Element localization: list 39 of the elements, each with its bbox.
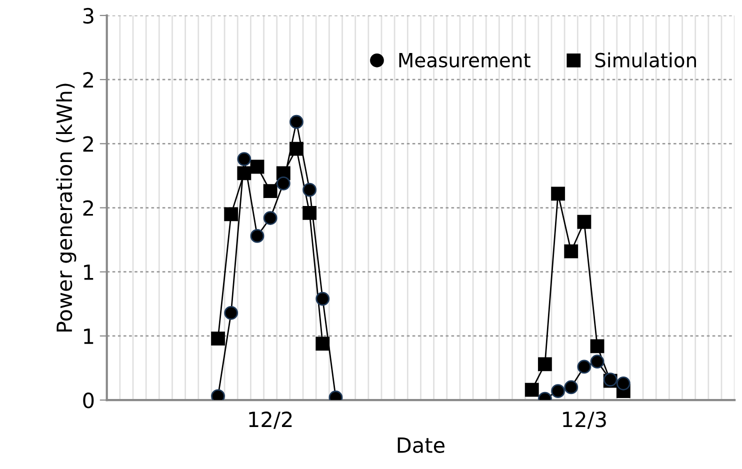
point [237,152,252,166]
point [224,306,238,320]
y-axis-title: Power generation (kWh) [56,84,76,332]
point [590,354,604,369]
point [302,206,316,220]
point [276,176,290,190]
x-axis-title: Date [398,438,445,454]
point [224,207,238,222]
point [564,244,578,258]
point [538,357,552,372]
y-tick-label: 1 [84,264,94,280]
y-tick-label: 2 [83,136,93,152]
legend-label: Measurement [399,53,530,68]
point [577,360,592,374]
legend-label: Simulation [595,52,696,68]
point [564,380,578,394]
point [290,114,304,129]
point [250,229,264,243]
point [302,182,316,197]
point [577,214,592,229]
point [551,384,565,398]
point [316,292,330,306]
y-tick-label: 1 [84,328,94,344]
point [616,376,630,390]
point [524,382,539,397]
point [250,160,264,174]
x-tick-label: 12/2 [249,412,292,429]
point [211,389,225,400]
y-tick-label: 3 [83,8,94,24]
point [590,339,604,354]
x-tick-label: 12/3 [563,412,606,429]
point [263,211,278,225]
point [211,332,225,346]
point [263,184,278,198]
y-tick-label: 2 [83,200,93,216]
y-tick-label: 2 [83,72,93,88]
point [316,336,330,351]
point [551,186,565,201]
y-tick-label: 0 [83,392,94,408]
